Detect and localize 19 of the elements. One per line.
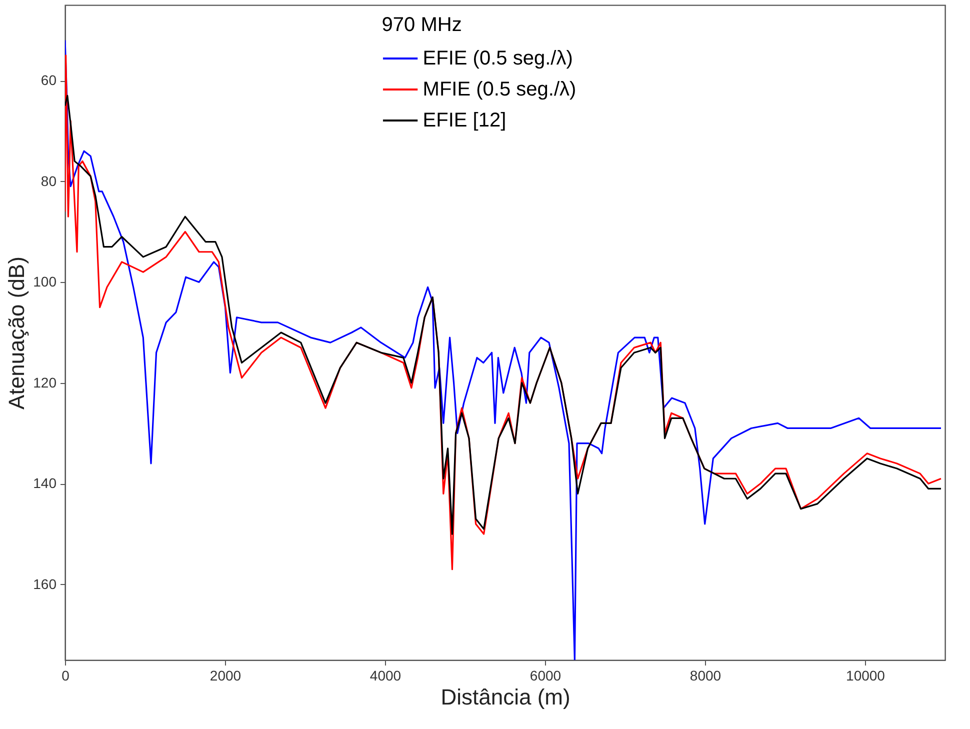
legend-label: EFIE [12]: [422, 110, 506, 132]
legend-label: EFIE (0.5 seg./λ): [422, 48, 573, 70]
x-axis-title: Distância (m): [440, 684, 570, 710]
x-tick-label: 6000: [530, 668, 562, 684]
x-tick-label: 8000: [690, 668, 722, 684]
y-tick-label: 120: [33, 374, 57, 390]
line-series: [65, 39, 942, 660]
x-tick-label: 2000: [210, 668, 242, 684]
legend-label: MFIE (0.5 seg./λ): [422, 78, 576, 100]
x-tick-label: 0: [62, 668, 70, 684]
y-tick-label: 100: [33, 274, 57, 290]
y-tick-label: 160: [33, 576, 57, 592]
y-axis-title: Atenuação (dB): [4, 256, 30, 410]
x-tick-label: 10000: [846, 668, 886, 684]
y-tick-label: 140: [33, 475, 57, 492]
x-tick-label: 4000: [370, 668, 402, 684]
y-tick-label: 60: [40, 72, 57, 88]
y-tick-label: 80: [40, 172, 57, 189]
legend-title: 970 MHz: [382, 14, 462, 36]
